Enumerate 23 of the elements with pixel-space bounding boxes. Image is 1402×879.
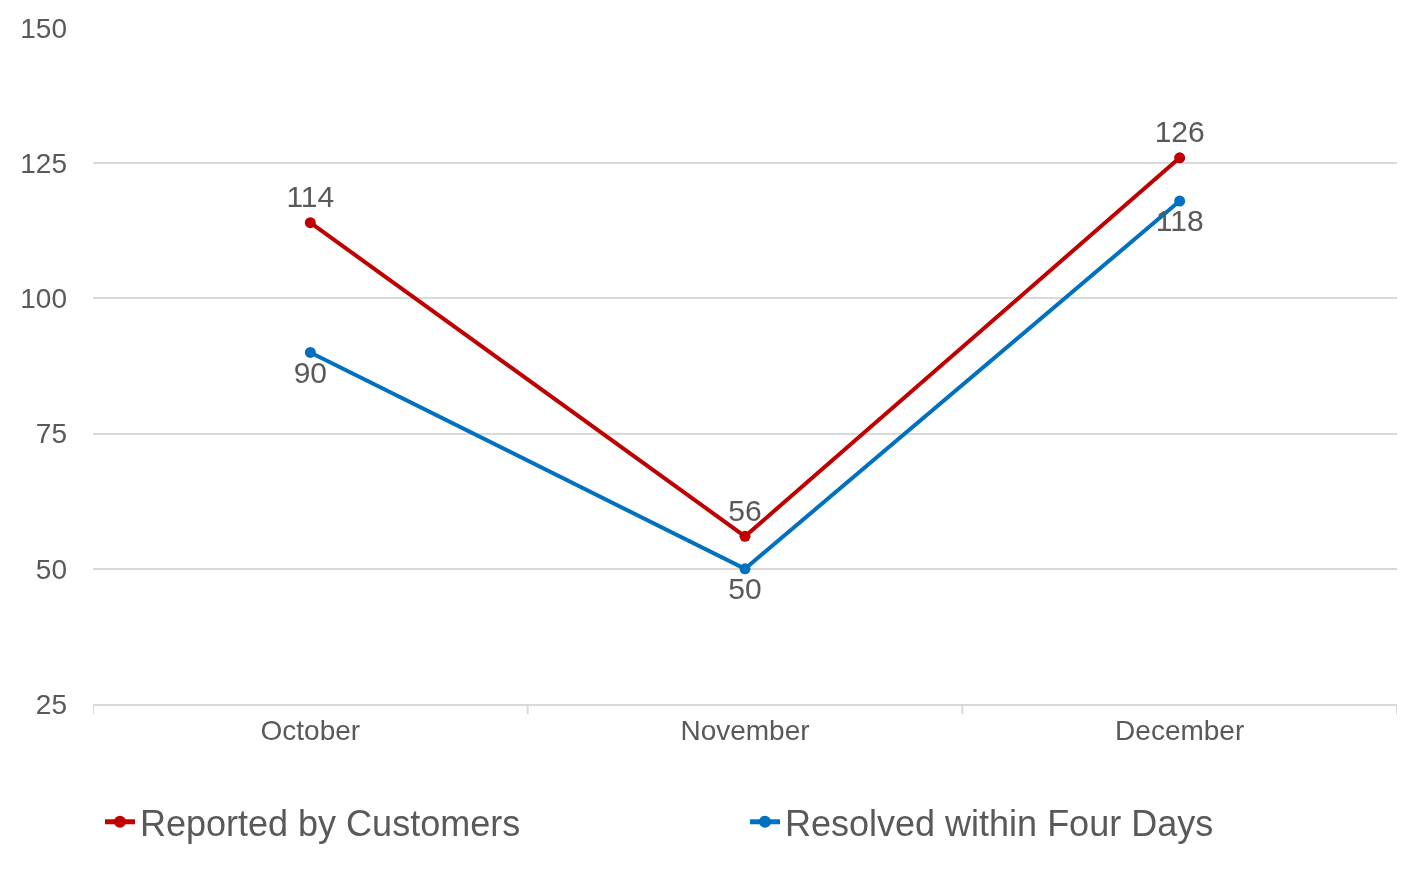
y-tick-label: 75	[35, 418, 67, 450]
legend-label: Reported by Customers	[140, 802, 521, 844]
x-tick-label: December	[1115, 714, 1245, 746]
data-label: 126	[1154, 115, 1205, 149]
y-tick-label: 125	[20, 148, 67, 179]
point	[304, 217, 316, 229]
point	[1174, 152, 1186, 164]
y-tick-label: 50	[35, 553, 67, 585]
point	[739, 530, 751, 542]
point	[739, 563, 751, 575]
data-label: 90	[293, 355, 328, 389]
x-tick-label: October	[260, 714, 361, 746]
data-label: 50	[728, 572, 762, 606]
data-label: 118	[1155, 204, 1204, 238]
point	[304, 346, 316, 358]
point	[1174, 195, 1186, 207]
y-tick-label: 100	[20, 283, 67, 315]
x-tick-label: November	[680, 714, 810, 746]
data-label: 56	[728, 493, 762, 527]
legend-label: Resolved within Four Days	[785, 802, 1214, 844]
data-label: 114	[286, 180, 335, 214]
y-tick-label: 150	[20, 12, 67, 44]
y-tick-label: 25	[35, 688, 67, 720]
